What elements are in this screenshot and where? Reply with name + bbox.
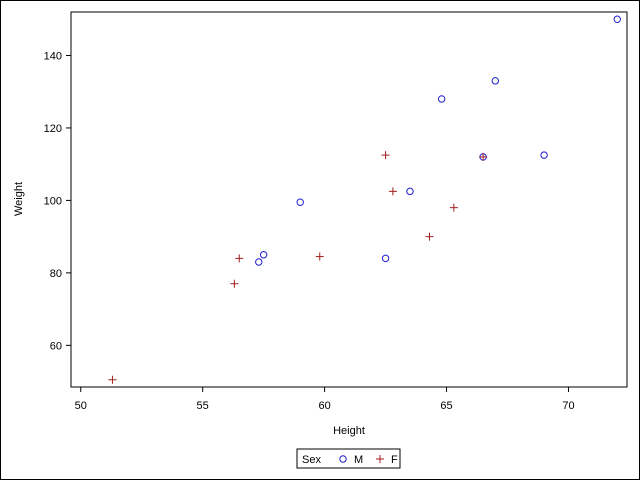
y-tick-label: 80	[50, 268, 62, 280]
data-point-f	[235, 254, 244, 263]
legend-box	[296, 448, 401, 469]
x-axis: 50 55 60 65 70	[75, 387, 575, 412]
data-point-m	[381, 254, 390, 263]
y-tick-label: 120	[44, 123, 62, 135]
legend-marker-f	[376, 455, 384, 463]
data-point-f	[425, 232, 434, 241]
y-tick-label: 140	[44, 50, 62, 62]
data-point-m	[437, 95, 446, 103]
x-axis-label: Height	[333, 425, 365, 437]
x-tick-label: 70	[562, 400, 574, 412]
legend-title: Sex	[302, 454, 321, 466]
data-point-f	[388, 187, 397, 196]
data-point-f	[449, 203, 458, 212]
x-tick-label: 55	[197, 400, 209, 412]
y-axis: 60 80 100 120 140	[44, 50, 71, 352]
data-point-m	[406, 187, 414, 196]
data-point-f	[479, 152, 488, 161]
data-point-m	[491, 77, 500, 85]
legend-label-m: M	[354, 454, 363, 466]
data-point-f	[381, 151, 390, 160]
x-tick-label: 50	[75, 400, 87, 412]
data-point-m	[296, 198, 304, 206]
data-point-m	[613, 15, 621, 23]
data-point-f	[230, 279, 239, 288]
data-point-m	[540, 151, 548, 159]
legend-marker-m	[339, 455, 347, 463]
data-point-f	[108, 375, 117, 384]
y-tick-label: 100	[44, 195, 62, 207]
data-point-f	[315, 252, 324, 261]
data-point-m	[259, 251, 268, 259]
x-tick-label: 60	[318, 400, 330, 412]
data-points	[108, 15, 621, 384]
y-axis-label: Weight	[13, 182, 25, 216]
data-point-m	[255, 258, 263, 266]
x-tick-label: 65	[440, 400, 452, 412]
plot-area	[70, 11, 628, 388]
y-tick-label: 60	[50, 340, 62, 352]
legend-label-f: F	[391, 454, 398, 466]
